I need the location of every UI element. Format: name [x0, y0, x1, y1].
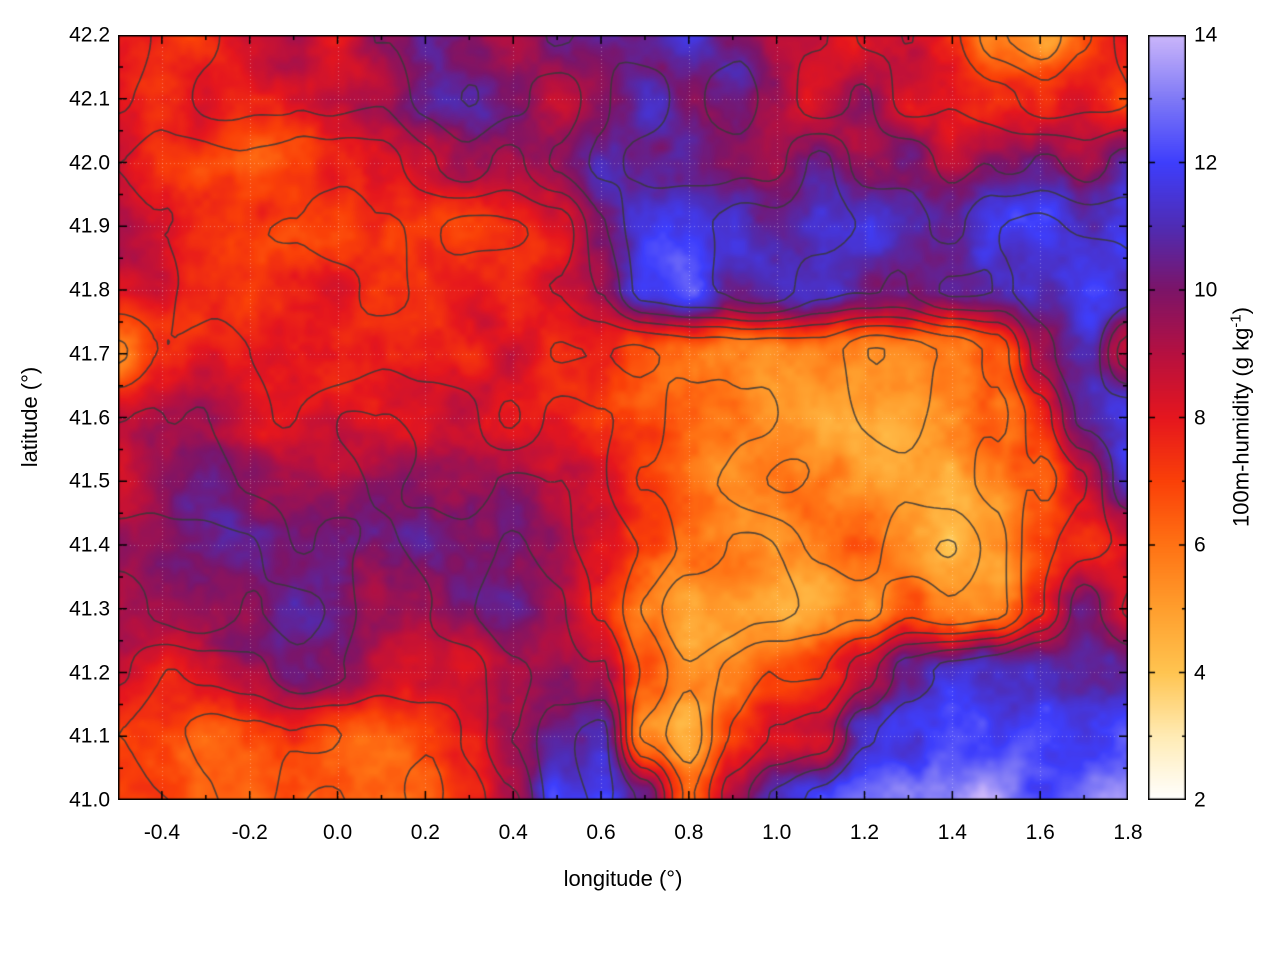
- y-tick-label: 41.5: [69, 469, 110, 493]
- y-tick-label: 42.2: [69, 23, 110, 47]
- x-tick-label: 0.6: [586, 821, 616, 844]
- colorbar-tick-label: 10: [1194, 278, 1218, 302]
- colorbar-title-text: 100m-humidity (g kg: [1228, 327, 1254, 527]
- colorbar-title: 100m-humidity (g kg-1): [1227, 307, 1254, 527]
- colorbar-tick-label: 12: [1194, 151, 1218, 174]
- x-axis-title: longitude (°): [563, 866, 683, 891]
- y-tick-label: 42.1: [69, 87, 110, 111]
- y-tick-label: 41.0: [69, 788, 110, 812]
- colorbar-tick-label: 4: [1194, 661, 1206, 684]
- colorbar-tick-label: 2: [1194, 788, 1206, 812]
- x-tick-label: 0.4: [498, 821, 528, 844]
- y-tick-label: 41.7: [69, 342, 110, 366]
- x-tick-label: 0.8: [674, 821, 704, 844]
- y-tick-label: 41.9: [69, 214, 110, 238]
- colorbar: [1148, 35, 1186, 800]
- y-tick-label: 42.0: [69, 151, 110, 174]
- y-tick-label: 41.2: [69, 661, 110, 684]
- x-tick-label: 1.4: [937, 821, 967, 844]
- colorbar-tick-label: 8: [1194, 406, 1206, 429]
- x-tick-label: 0.2: [410, 821, 440, 844]
- y-tick-label: 41.6: [69, 406, 110, 429]
- x-tick-label: 1.6: [1025, 821, 1055, 844]
- y-axis-title: latitude (°): [17, 366, 42, 468]
- x-tick-label: 1.8: [1113, 821, 1143, 844]
- x-tick-label: 1.2: [849, 821, 880, 844]
- y-tick-label: 41.3: [69, 597, 110, 621]
- colorbar-tick-label: 6: [1194, 533, 1206, 557]
- heatmap-canvas: [118, 35, 1128, 800]
- x-tick-label: 1.0: [762, 821, 792, 844]
- colorbar-title-end: ): [1228, 307, 1254, 315]
- x-tick-label: -0.2: [231, 821, 268, 844]
- y-tick-label: 41.1: [69, 724, 110, 748]
- y-tick-label: 41.4: [69, 533, 110, 557]
- colorbar-tick-label: 14: [1194, 23, 1218, 47]
- x-tick-label: -0.4: [143, 821, 180, 844]
- colorbar-title-sup: -1: [1227, 314, 1245, 328]
- y-tick-label: 41.8: [69, 278, 110, 302]
- x-tick-label: 0.0: [322, 821, 353, 844]
